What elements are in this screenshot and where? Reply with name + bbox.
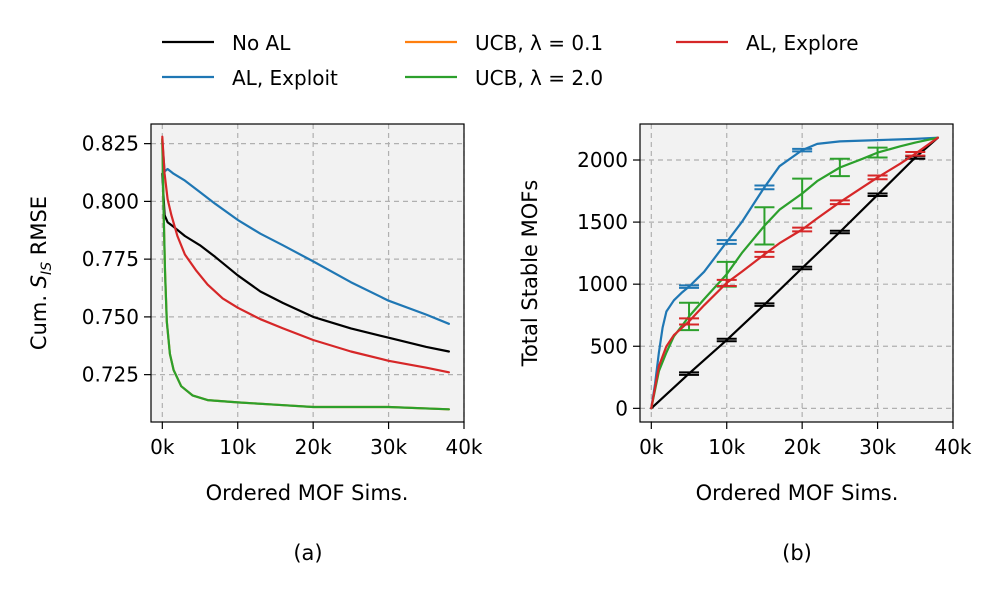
- legend-label-al-exploit: AL, Exploit: [232, 66, 338, 90]
- legend-label-ucb-2-0: UCB, λ = 2.0: [475, 66, 603, 90]
- panel-b-errorbar-al-explore-4: [829, 199, 850, 206]
- legend: No AL AL, Exploit UCB, λ = 0.1 UCB, λ = …: [162, 31, 859, 90]
- panel-a-ytick-label-0-775: 0.775: [82, 247, 139, 271]
- panel-b-xtick-label-10k: 10k: [708, 435, 745, 459]
- panel-a-ylabel: Cum. SIS RMSE: [27, 196, 55, 350]
- panel-b-xtick-label-40k: 40k: [934, 435, 971, 459]
- panel-a-ylabel-sub: IS: [39, 262, 55, 275]
- panel-b-errorbar-no-al-3: [792, 265, 813, 271]
- panel-a-series-ucb-2-0: [161, 137, 450, 411]
- panel-a-ylabel-suffix: RMSE: [27, 196, 51, 262]
- panel-b-frame: [639, 123, 954, 423]
- panel-b-xlabel: Ordered MOF Sims.: [696, 481, 899, 505]
- panel-b-errorbar-no-al-4: [829, 229, 850, 235]
- panel-a-xtick-label-0k: 0k: [150, 435, 175, 459]
- panel-a-ytick-label-0-750: 0.750: [82, 305, 139, 329]
- legend-entry-no-al: No AL: [162, 31, 291, 55]
- panel-a-ylabel-prefix: Cum.: [27, 288, 51, 350]
- panel-b-xtick-label-20k: 20k: [784, 435, 821, 459]
- panel-a-caption: (a): [293, 541, 322, 565]
- panel-b-errorbar-ucb-2-0-3: [792, 177, 813, 210]
- panel-b-series: [650, 136, 940, 410]
- panel-b-errorbar-al-explore-2: [754, 250, 775, 258]
- panel-b-ytick-label-1000: 1000: [577, 272, 628, 296]
- panel-b-errorbar-al-exploit-2: [754, 184, 775, 191]
- panel-b-ytick-label-2000: 2000: [577, 148, 628, 172]
- panel-b-errorbar-al-explore-3: [792, 226, 813, 233]
- panel-b-ytick-label-1500: 1500: [577, 210, 628, 234]
- panel-b-errorbar-al-exploit-0: [679, 284, 700, 289]
- panel-a-ytick-label-0-800: 0.800: [82, 189, 139, 213]
- panel-a-series-no-al: [161, 172, 450, 353]
- panel-a-ticks: 0k 10k 20k 30k 40k 0.725 0.750 0.775 0.800 0.825: [82, 132, 483, 459]
- panel-b-errorbar-no-al-1: [716, 337, 737, 343]
- panel-b-errorbar-al-explore-1: [716, 278, 737, 288]
- panel-a: 0k 10k 20k 30k 40k0.7250.7500.7750.8000.825 …: [27, 123, 483, 565]
- panel-b-errorbar-ucb-2-0-4: [829, 157, 850, 178]
- panel-b-errorbar-ucb-2-0-5: [867, 146, 888, 159]
- legend-label-ucb-0-1: UCB, λ = 0.1: [475, 31, 603, 55]
- panel-b-errorbar-ucb-2-0-2: [754, 206, 775, 246]
- legend-label-no-al: No AL: [232, 31, 291, 55]
- panel-a-xtick-label-30k: 30k: [370, 435, 407, 459]
- panel-a-xtick-label-40k: 40k: [445, 435, 482, 459]
- panel-b-errorbar-al-explore-5: [867, 174, 888, 181]
- panel-b-errorbar-al-exploit-1: [716, 239, 737, 245]
- panel-a-series-al-exploit: [161, 140, 450, 325]
- panel-b-xtick-label-0k: 0k: [639, 435, 664, 459]
- panel-a-xtick-label-20k: 20k: [295, 435, 332, 459]
- panel-a-xlabel: Ordered MOF Sims.: [206, 481, 409, 505]
- panel-a-plot-area: [151, 124, 464, 422]
- panel-b-errorbar-al-exploit-3: [792, 147, 813, 153]
- panel-b-ytick-label-0: 0: [615, 396, 628, 420]
- panel-a-ylabel-symbol: S: [27, 275, 51, 288]
- panel-b: 0k 10k 20k 30k 40k 0 500 1000 1500 2000 Ordered M…: [518, 123, 972, 565]
- legend-entry-al-exploit: AL, Exploit: [162, 66, 338, 90]
- legend-entry-ucb-0-1: UCB, λ = 0.1: [405, 31, 603, 55]
- panel-b-caption: (b): [782, 541, 812, 565]
- panel-b-errorbar-no-al-5: [867, 192, 888, 198]
- panel-b-xtick-label-30k: 30k: [859, 435, 896, 459]
- panel-b-ticks: 0k 10k 20k 30k 40k 0 500 1000 1500 2000: [577, 148, 972, 459]
- legend-entry-ucb-2-0: UCB, λ = 2.0: [405, 66, 603, 90]
- legend-entry-al-explore: AL, Explore: [676, 31, 859, 55]
- legend-label-al-explore: AL, Explore: [746, 31, 859, 55]
- panel-a-ytick-label-0-825: 0.825: [82, 132, 139, 156]
- panel-b-errorbar-al-explore-0: [679, 317, 700, 326]
- panel-b-errorbar-ucb-2-0-0: [679, 301, 700, 332]
- panel-b-ylabel: Total Stable MOFs: [518, 180, 542, 368]
- panel-a-series: [161, 135, 450, 411]
- panel-b-errorbar-al-explore-6: [905, 150, 926, 157]
- panel-a-xtick-label-10k: 10k: [219, 435, 256, 459]
- panel-a-frame: [150, 123, 465, 423]
- panel-b-errorbar-no-al-0: [679, 371, 700, 376]
- panel-a-ytick-label-0-725: 0.725: [82, 363, 139, 387]
- panel-b-errorbar-no-al-2: [754, 302, 775, 307]
- panel-b-ytick-label-500: 500: [590, 334, 628, 358]
- panel-a-series-al-explore: [161, 135, 450, 374]
